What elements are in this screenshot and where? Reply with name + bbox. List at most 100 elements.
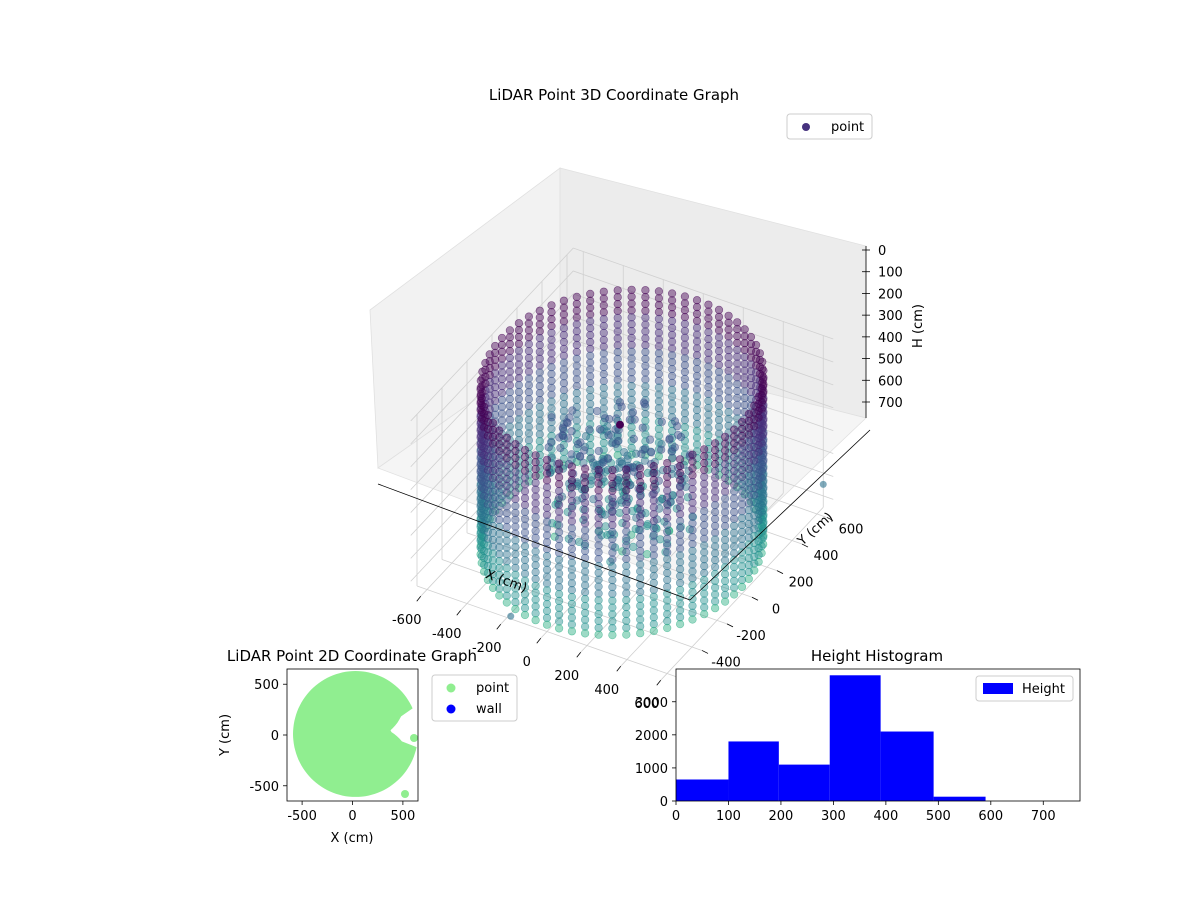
data-point [554,459,564,468]
data-point [495,488,504,497]
data-point [614,436,623,446]
data-point [559,344,569,353]
data-point [654,301,664,310]
data-point [740,407,749,417]
data-point [737,541,747,550]
data-point [744,430,753,439]
data-point [502,502,511,511]
data-point [720,535,730,544]
data-point [520,548,530,558]
data-point [572,340,581,350]
data-point [627,375,636,384]
data-point [535,423,544,432]
data-point [628,408,638,417]
data-point [667,323,677,333]
data-point [531,567,540,577]
data-point [700,548,709,557]
data-point [502,543,511,552]
histogram-title: Height Histogram [811,647,943,665]
data-point [641,389,650,398]
data-point [729,432,739,441]
data-point [613,306,622,316]
data-point [586,386,595,395]
data-point [680,416,690,425]
data-point [502,529,511,538]
data-point [542,517,552,526]
data-point [514,353,524,362]
data-point [576,438,585,447]
data-point [744,485,753,494]
data-point [663,534,672,543]
data-point [635,461,644,471]
data-point [680,422,690,432]
data-point [576,452,585,461]
data-point [497,347,507,356]
data-point [613,409,622,419]
data-point [497,354,507,363]
data-point [700,527,709,536]
data-point [663,493,672,502]
legend-label-wall-2d: wall [476,702,502,717]
data-point [483,445,493,454]
data-point [627,285,636,294]
ticks-histogram: 0 100 200 300 400 500 600 700 0 1000 2000 3000 [635,696,1056,824]
data-point [483,493,493,502]
data-point [586,358,595,367]
data-point [622,513,631,522]
y-tick-3d [776,570,784,575]
data-point [608,486,617,495]
data-point [710,501,720,510]
data-point [608,624,617,633]
data-point [542,496,552,506]
data-point [613,354,622,364]
data-point [740,380,749,389]
data-point [580,629,590,638]
data-point [505,381,515,390]
data-point [608,514,617,523]
data-point [531,451,540,460]
data-point [729,562,739,572]
data-point [594,596,603,605]
data-point [567,496,577,505]
data-point [667,378,677,387]
data-point [608,555,617,564]
data-point [505,353,515,363]
data-point [476,376,485,385]
data-point [547,315,556,324]
data-point [524,408,534,417]
data-point [599,335,608,344]
data-point [613,348,622,357]
data-point [563,507,572,517]
ticks-3d: -600-400-2000200400600-600-400-200020040… [392,244,903,712]
data-point [497,423,507,432]
data-point [567,613,577,622]
data-point-outlier [507,612,515,620]
data-point [547,301,556,310]
data-point [733,386,742,396]
data-point [567,489,577,499]
data-point [729,439,739,448]
data-point [572,313,581,322]
data-point [514,422,524,431]
data-point [511,577,520,586]
data-point [567,524,577,533]
x-tick-3d [536,637,542,644]
data-point [641,293,650,302]
data-point [641,320,650,329]
data-point [714,388,724,397]
data-point [495,447,504,456]
data-point [594,446,603,456]
data-point [586,420,595,429]
data-point [737,459,747,468]
data-point [586,310,595,319]
data-point [740,400,749,410]
data-point [675,468,685,478]
data-point [744,423,753,432]
data-point [495,515,504,525]
data-point [586,344,595,353]
data-point [572,320,581,329]
data-point [654,308,664,317]
data-point [720,515,730,524]
data-point [608,500,617,509]
data-point [737,582,747,592]
